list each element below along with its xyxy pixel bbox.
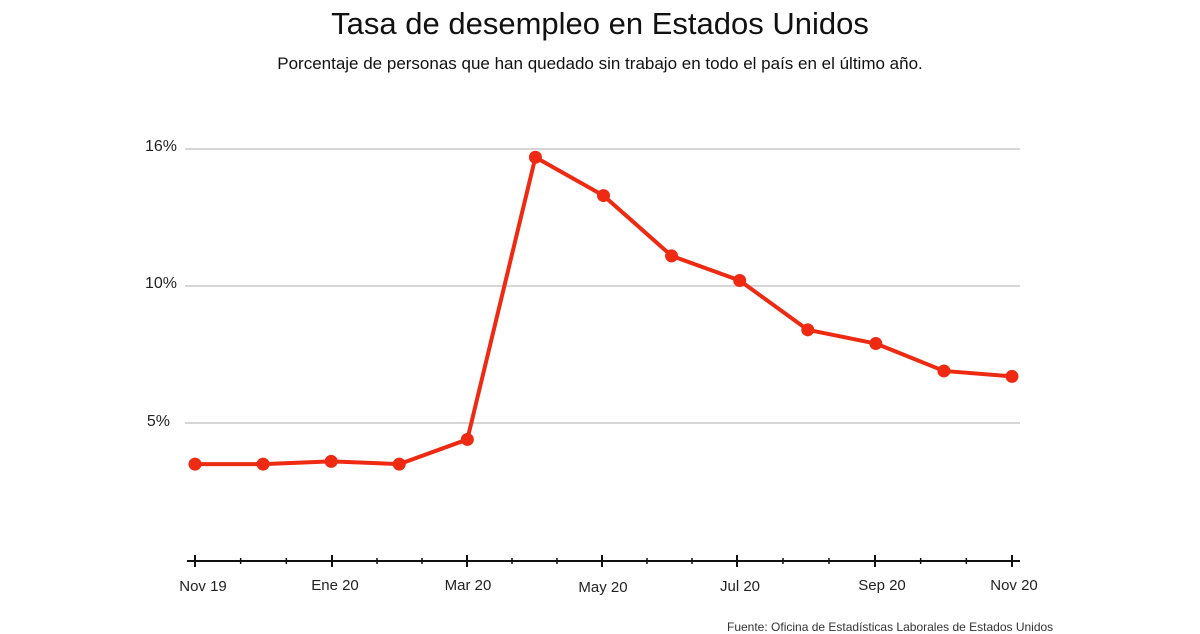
x-tick-label: Nov 19 <box>179 578 227 595</box>
data-point <box>1005 369 1019 383</box>
y-tick-label: 5% <box>146 413 170 430</box>
data-point <box>733 274 747 288</box>
data-point <box>528 150 542 164</box>
x-tick-label: Sep 20 <box>858 577 906 594</box>
source-note: Fuente: Oficina de Estadísticas Laborale… <box>727 620 1054 634</box>
x-axis <box>187 555 1020 567</box>
y-tick-label: 10% <box>144 275 177 292</box>
data-point <box>597 189 610 203</box>
data-point <box>256 457 270 471</box>
data-point <box>665 249 679 263</box>
data-point <box>801 323 815 337</box>
data-point <box>188 457 202 471</box>
data-point <box>392 457 406 471</box>
x-tick-label: Nov 20 <box>990 577 1038 594</box>
data-series <box>188 150 1019 471</box>
x-tick-label: Jul 20 <box>719 578 761 595</box>
data-point <box>869 337 883 351</box>
chart-title: Tasa de desempleo en Estados Unidos <box>331 6 869 41</box>
data-point <box>460 432 474 446</box>
data-point <box>937 364 951 378</box>
series-line <box>195 155 1013 467</box>
chart-subtitle: Porcentaje de personas que han quedado s… <box>277 54 923 73</box>
x-tick-label: Mar 20 <box>444 577 492 594</box>
data-point <box>324 454 338 468</box>
x-tick-label: Ene 20 <box>311 577 359 594</box>
y-tick-label: 16% <box>144 138 177 155</box>
gridlines <box>185 148 1020 424</box>
x-tick-label: May 20 <box>578 579 628 596</box>
